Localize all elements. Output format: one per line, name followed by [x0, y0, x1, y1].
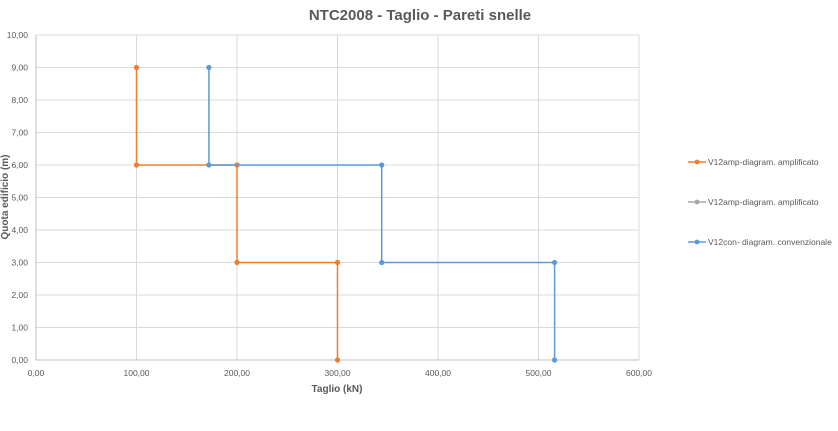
- x-tick-label: 300,00: [325, 368, 351, 378]
- legend-entry: V12con- diagram. convenzionale: [688, 237, 832, 247]
- x-tick-label: 600,00: [626, 368, 652, 378]
- legend-label: V12amp-diagram. amplificato: [708, 197, 819, 207]
- data-point: [334, 357, 341, 363]
- y-tick-label: 4,00: [11, 225, 28, 235]
- tick-labels: 0,00 100,00 200,00 300,00 400,00 500,00 600,00…: [7, 30, 653, 378]
- series-line: [208, 67, 556, 360]
- series: [133, 64, 558, 363]
- chart-title: NTC2008 - Taglio - Pareti snelle: [309, 7, 531, 24]
- data-point: [379, 162, 385, 168]
- x-tick-label: 500,00: [526, 368, 552, 378]
- y-tick-label: 10,00: [7, 30, 29, 40]
- x-tick-label: 200,00: [224, 368, 250, 378]
- data-point: [551, 259, 558, 266]
- y-tick-label: 5,00: [11, 193, 28, 203]
- legend-entry: V12amp-diagram. amplificato: [688, 157, 819, 167]
- data-point: [234, 259, 240, 266]
- legend-swatch-marker: [694, 199, 700, 205]
- y-tick-label: 3,00: [11, 258, 28, 268]
- legend-swatch-marker: [694, 159, 700, 165]
- x-axis-title: Taglio (kN): [312, 384, 363, 395]
- legend-swatch-marker: [694, 239, 700, 245]
- legend-entry: V12amp-diagram. amplificato: [688, 197, 819, 207]
- data-point: [334, 259, 341, 266]
- y-tick-label: 6,00: [11, 160, 28, 170]
- y-tick-label: 9,00: [11, 63, 28, 73]
- y-axis-title: Quota edificio (m): [0, 155, 11, 240]
- data-point: [551, 357, 558, 363]
- data-point: [379, 259, 385, 266]
- legend-label: V12amp-diagram. amplificato: [708, 157, 819, 167]
- series-line: [135, 67, 339, 360]
- y-tick-label: 1,00: [11, 323, 28, 333]
- y-tick-label: 2,00: [11, 290, 28, 300]
- legend: V12amp-diagram. amplificato V12amp-diagra…: [688, 157, 832, 247]
- data-point: [133, 162, 140, 168]
- x-tick-label: 400,00: [425, 368, 451, 378]
- data-point: [133, 64, 140, 71]
- legend-label: V12con- diagram. convenzionale: [708, 237, 832, 247]
- series-0: [133, 64, 341, 363]
- data-point: [206, 64, 212, 71]
- y-tick-label: 0,00: [11, 355, 28, 365]
- y-tick-label: 7,00: [11, 128, 28, 138]
- y-tick-label: 8,00: [11, 95, 28, 105]
- x-tick-label: 100,00: [124, 368, 150, 378]
- x-tick-label: 0,00: [28, 368, 45, 378]
- series-2: [206, 64, 558, 363]
- data-point: [206, 162, 212, 168]
